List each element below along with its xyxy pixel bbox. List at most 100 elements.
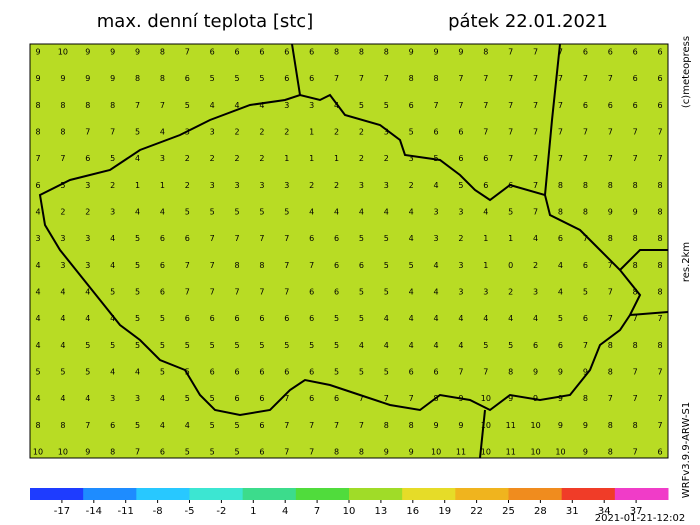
grid-value: 6 xyxy=(160,234,165,243)
grid-value: 6 xyxy=(259,48,264,57)
grid-value: 3 xyxy=(284,181,289,190)
grid-value: 8 xyxy=(384,48,389,57)
grid-value: 8 xyxy=(234,261,239,270)
grid-value: 3 xyxy=(533,288,538,297)
grid-value: 3 xyxy=(135,394,140,403)
grid-value: 7 xyxy=(633,154,638,163)
grid-value: 4 xyxy=(434,314,439,323)
grid-value: 5 xyxy=(234,74,239,83)
grid-value: 7 xyxy=(633,314,638,323)
grid-value: 9 xyxy=(583,368,588,377)
grid-value: 8 xyxy=(657,261,662,270)
grid-value: 6 xyxy=(185,314,190,323)
grid-value: 3 xyxy=(85,261,90,270)
grid-value: 5 xyxy=(85,368,90,377)
grid-value: 4 xyxy=(458,341,463,350)
grid-value: 3 xyxy=(309,101,314,110)
grid-value: 9 xyxy=(558,394,563,403)
grid-value: 5 xyxy=(135,341,140,350)
grid-value: 9 xyxy=(35,74,40,83)
grid-value: 2 xyxy=(508,288,513,297)
grid-value: 3 xyxy=(434,234,439,243)
grid-value: 5 xyxy=(234,448,239,457)
grid-value: 5 xyxy=(160,341,165,350)
grid-value: 5 xyxy=(160,368,165,377)
grid-value: 6 xyxy=(309,368,314,377)
grid-value: 6 xyxy=(185,234,190,243)
grid-value: 4 xyxy=(434,261,439,270)
grid-value: 7 xyxy=(384,74,389,83)
grid-value: 6 xyxy=(309,394,314,403)
grid-value: 6 xyxy=(334,394,339,403)
colorbar-tick-label: 34 xyxy=(598,506,611,517)
map-area xyxy=(30,44,668,458)
grid-value: 9 xyxy=(85,448,90,457)
grid-value: 8 xyxy=(657,288,662,297)
map-title: max. denní teplota [stc] xyxy=(97,11,313,32)
grid-value: 5 xyxy=(558,314,563,323)
grid-value: 2 xyxy=(85,208,90,217)
grid-value: 7 xyxy=(284,421,289,430)
grid-value: 7 xyxy=(657,314,662,323)
grid-value: 9 xyxy=(409,48,414,57)
grid-value: 9 xyxy=(85,48,90,57)
grid-value: 7 xyxy=(533,48,538,57)
grid-value: 7 xyxy=(608,314,613,323)
grid-value: 4 xyxy=(135,208,140,217)
grid-value: 9 xyxy=(409,448,414,457)
grid-value: 8 xyxy=(60,128,65,137)
grid-value: 8 xyxy=(434,74,439,83)
grid-value: 2 xyxy=(259,128,264,137)
grid-value: 5 xyxy=(334,314,339,323)
grid-value: 8 xyxy=(608,181,613,190)
grid-value: 5 xyxy=(259,74,264,83)
grid-value: 7 xyxy=(185,48,190,57)
colorbar-tick-label: -5 xyxy=(185,506,195,517)
grid-value: 3 xyxy=(110,394,115,403)
grid-value: 4 xyxy=(409,208,414,217)
grid-value: 8 xyxy=(608,234,613,243)
grid-value: 4 xyxy=(35,341,40,350)
grid-value: 4 xyxy=(309,208,314,217)
grid-value: 4 xyxy=(434,288,439,297)
grid-value: 7 xyxy=(583,128,588,137)
grid-value: 7 xyxy=(508,101,513,110)
grid-value: 1 xyxy=(334,154,339,163)
colorbar-tick-label: 1 xyxy=(250,506,256,517)
grid-value: 3 xyxy=(458,208,463,217)
grid-value: 7 xyxy=(259,234,264,243)
grid-value: 6 xyxy=(259,394,264,403)
colorbar-segment xyxy=(508,488,563,500)
grid-value: 4 xyxy=(185,421,190,430)
grid-value: 4 xyxy=(35,394,40,403)
grid-value: 4 xyxy=(60,394,65,403)
grid-value: 7 xyxy=(458,101,463,110)
grid-value: 7 xyxy=(558,154,563,163)
grid-value: 7 xyxy=(135,101,140,110)
grid-value: 7 xyxy=(533,74,538,83)
grid-value: 11 xyxy=(506,421,516,430)
colorbar-tick-label: 22 xyxy=(470,506,483,517)
grid-value: 5 xyxy=(185,101,190,110)
grid-value: 7 xyxy=(309,421,314,430)
grid-value: 2 xyxy=(458,234,463,243)
grid-value: 7 xyxy=(558,48,563,57)
grid-value: 7 xyxy=(185,288,190,297)
colorbar-tick-label: 28 xyxy=(534,506,547,517)
grid-value: 4 xyxy=(85,314,90,323)
grid-value: 6 xyxy=(259,368,264,377)
grid-value: 8 xyxy=(583,181,588,190)
grid-value: 9 xyxy=(60,74,65,83)
grid-value: 3 xyxy=(85,234,90,243)
grid-value: 5 xyxy=(384,368,389,377)
colorbar-tick-label: 19 xyxy=(438,506,451,517)
grid-value: 4 xyxy=(210,101,215,110)
grid-value: 4 xyxy=(409,314,414,323)
grid-value: 5 xyxy=(85,341,90,350)
grid-value: 6 xyxy=(234,368,239,377)
grid-value: 7 xyxy=(259,288,264,297)
grid-value: 6 xyxy=(558,234,563,243)
grid-value: 1 xyxy=(483,261,488,270)
grid-value: 7 xyxy=(657,421,662,430)
borders xyxy=(38,43,669,459)
